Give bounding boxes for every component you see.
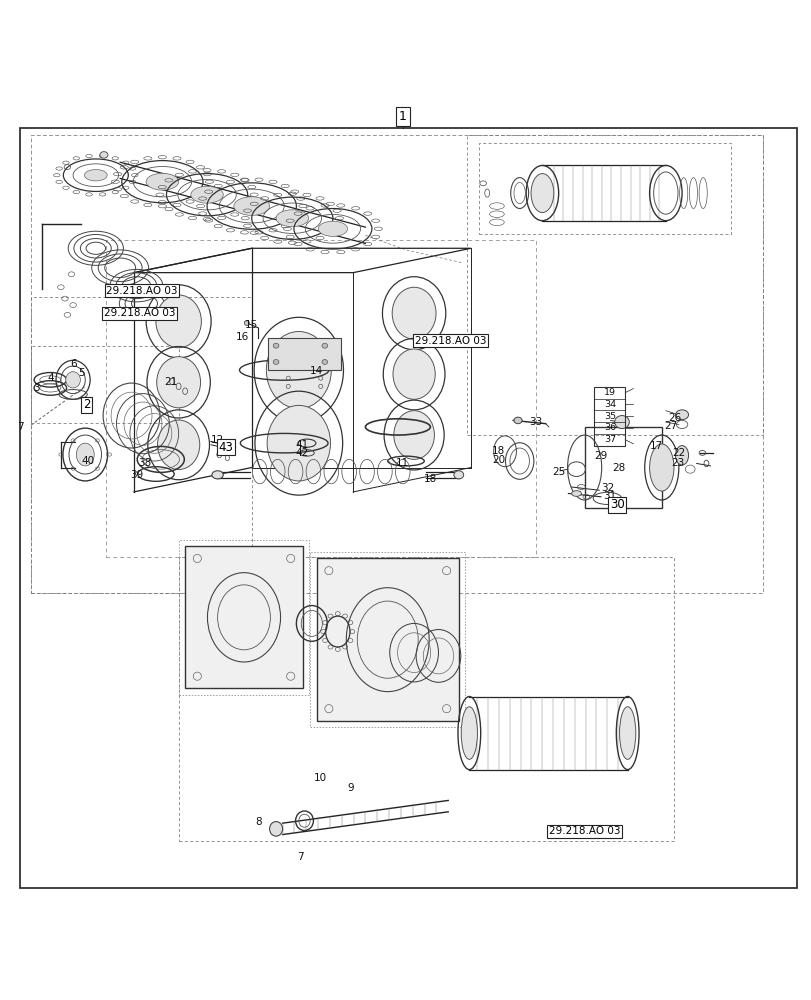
Ellipse shape bbox=[272, 343, 279, 348]
Text: 29: 29 bbox=[594, 451, 607, 461]
Text: 32: 32 bbox=[600, 483, 613, 493]
Bar bbox=[268, 338, 341, 370]
Ellipse shape bbox=[244, 321, 249, 325]
Text: 7: 7 bbox=[17, 422, 24, 432]
Text: 17: 17 bbox=[649, 441, 662, 451]
Ellipse shape bbox=[156, 295, 201, 348]
Ellipse shape bbox=[212, 471, 223, 479]
Ellipse shape bbox=[393, 349, 435, 399]
Text: 36: 36 bbox=[603, 423, 615, 432]
Text: 11: 11 bbox=[395, 458, 408, 468]
Text: 29.218.AO 03: 29.218.AO 03 bbox=[104, 308, 175, 318]
Text: 10: 10 bbox=[313, 773, 326, 783]
Ellipse shape bbox=[513, 417, 521, 424]
Text: 14: 14 bbox=[310, 366, 323, 376]
Text: 12: 12 bbox=[211, 435, 224, 445]
Text: 3: 3 bbox=[33, 383, 40, 393]
Text: 16: 16 bbox=[235, 332, 248, 342]
Text: 4: 4 bbox=[47, 373, 54, 383]
Text: 6: 6 bbox=[70, 359, 76, 369]
Text: 29.218.AO 03: 29.218.AO 03 bbox=[106, 286, 178, 296]
Text: 22: 22 bbox=[672, 448, 684, 458]
Ellipse shape bbox=[614, 416, 629, 429]
Text: 26: 26 bbox=[667, 413, 680, 423]
Ellipse shape bbox=[675, 446, 688, 465]
Ellipse shape bbox=[191, 186, 223, 203]
Text: 9: 9 bbox=[347, 783, 354, 793]
Ellipse shape bbox=[276, 210, 308, 227]
Ellipse shape bbox=[649, 444, 673, 491]
Ellipse shape bbox=[321, 343, 328, 348]
Text: 38: 38 bbox=[138, 458, 151, 468]
Ellipse shape bbox=[266, 332, 331, 409]
Ellipse shape bbox=[267, 405, 330, 481]
Ellipse shape bbox=[146, 173, 178, 190]
Ellipse shape bbox=[157, 420, 200, 470]
Text: 2: 2 bbox=[83, 398, 91, 411]
Text: 27: 27 bbox=[663, 421, 676, 431]
Ellipse shape bbox=[453, 471, 463, 479]
Text: 8: 8 bbox=[255, 817, 261, 827]
Text: 21: 21 bbox=[164, 377, 177, 387]
Ellipse shape bbox=[318, 221, 347, 236]
Text: 42: 42 bbox=[295, 448, 308, 458]
Ellipse shape bbox=[461, 707, 477, 759]
Text: 28: 28 bbox=[611, 463, 624, 473]
Text: 39: 39 bbox=[130, 470, 143, 480]
Text: 35: 35 bbox=[603, 412, 615, 421]
Ellipse shape bbox=[76, 443, 94, 466]
Text: 40: 40 bbox=[81, 456, 94, 466]
Text: 34: 34 bbox=[603, 400, 615, 409]
Text: 31: 31 bbox=[603, 491, 616, 501]
Text: 30: 30 bbox=[609, 498, 624, 511]
Text: 15: 15 bbox=[245, 320, 258, 330]
Ellipse shape bbox=[269, 822, 282, 836]
Text: 37: 37 bbox=[603, 435, 615, 444]
Text: 43: 43 bbox=[218, 441, 233, 454]
Text: 5: 5 bbox=[78, 368, 84, 378]
Text: 33: 33 bbox=[529, 417, 542, 427]
Text: 1: 1 bbox=[398, 110, 406, 123]
Bar bbox=[594, 387, 624, 446]
Text: 41: 41 bbox=[295, 440, 308, 450]
Ellipse shape bbox=[84, 170, 107, 181]
Text: 20: 20 bbox=[491, 455, 504, 465]
Ellipse shape bbox=[234, 197, 269, 215]
Text: 19: 19 bbox=[603, 388, 615, 397]
Text: 7: 7 bbox=[297, 852, 303, 862]
Ellipse shape bbox=[272, 360, 279, 364]
Ellipse shape bbox=[619, 707, 635, 759]
Ellipse shape bbox=[393, 411, 434, 459]
Ellipse shape bbox=[675, 410, 688, 420]
Text: 29.218.AO 03: 29.218.AO 03 bbox=[414, 336, 486, 346]
Ellipse shape bbox=[530, 174, 553, 213]
Bar bbox=[185, 546, 303, 688]
Ellipse shape bbox=[157, 357, 200, 408]
Ellipse shape bbox=[321, 360, 328, 364]
Bar bbox=[316, 558, 458, 721]
Ellipse shape bbox=[571, 491, 581, 496]
Text: 25: 25 bbox=[551, 467, 564, 477]
Ellipse shape bbox=[392, 287, 436, 339]
Text: 18: 18 bbox=[491, 446, 504, 456]
Text: 23: 23 bbox=[671, 458, 684, 468]
Ellipse shape bbox=[66, 372, 80, 388]
Text: 18: 18 bbox=[423, 474, 436, 484]
Ellipse shape bbox=[100, 152, 108, 158]
Bar bbox=[584, 427, 661, 508]
Text: 29.218.AO 03: 29.218.AO 03 bbox=[548, 826, 620, 836]
